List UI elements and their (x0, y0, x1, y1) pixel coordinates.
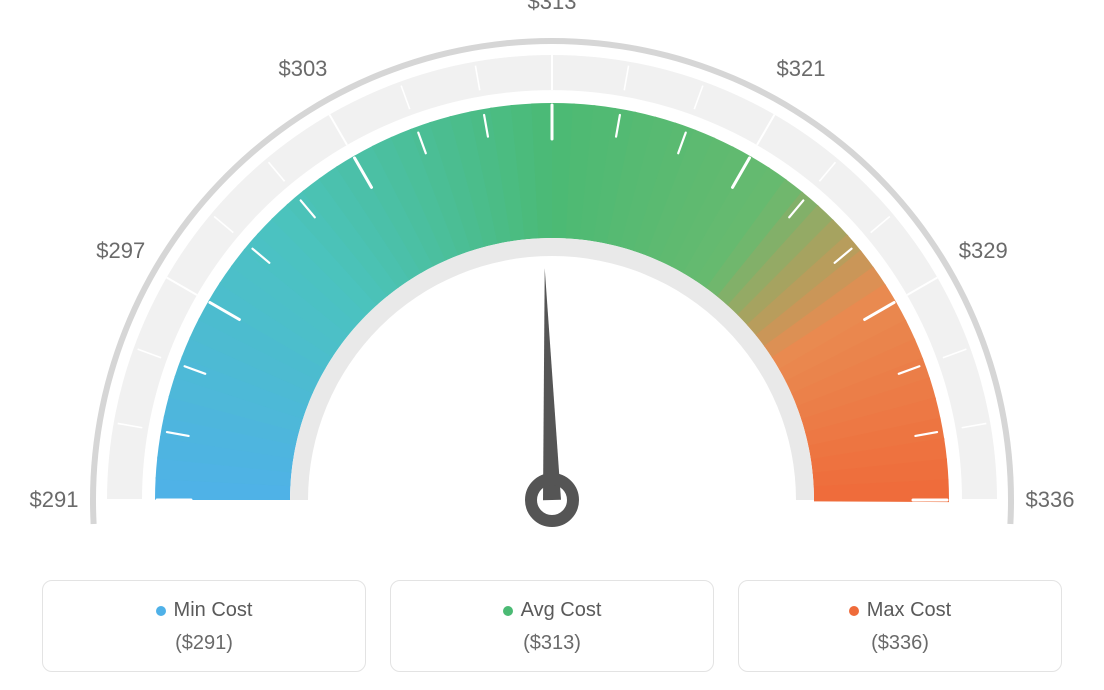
legend-value-min: ($291) (53, 632, 355, 655)
cost-gauge: $291 $297 $303 $313 $321 $329 $336 (0, 0, 1104, 560)
legend-title-min-text: Min Cost (174, 599, 253, 622)
legend-value-avg: ($313) (401, 632, 703, 655)
legend-value-max: ($336) (749, 632, 1051, 655)
gauge-tick-label: $336 (1026, 487, 1075, 513)
legend-dot-avg (503, 606, 513, 616)
legend-card-min: Min Cost ($291) (42, 580, 366, 672)
legend-title-avg: Avg Cost (503, 599, 602, 622)
legend-card-avg: Avg Cost ($313) (390, 580, 714, 672)
legend-row: Min Cost ($291) Avg Cost ($313) Max Cost… (42, 580, 1062, 672)
legend-title-max: Max Cost (849, 599, 951, 622)
gauge-svg (0, 0, 1104, 560)
gauge-tick-label: $297 (96, 238, 145, 264)
legend-card-max: Max Cost ($336) (738, 580, 1062, 672)
legend-dot-max (849, 606, 859, 616)
legend-title-max-text: Max Cost (867, 599, 951, 622)
gauge-tick-label: $321 (777, 56, 826, 82)
gauge-tick-label: $303 (278, 56, 327, 82)
gauge-tick-label: $313 (528, 0, 577, 15)
gauge-tick-label: $291 (30, 487, 79, 513)
legend-title-min: Min Cost (156, 599, 253, 622)
gauge-tick-label: $329 (959, 238, 1008, 264)
legend-dot-min (156, 606, 166, 616)
legend-title-avg-text: Avg Cost (521, 599, 602, 622)
